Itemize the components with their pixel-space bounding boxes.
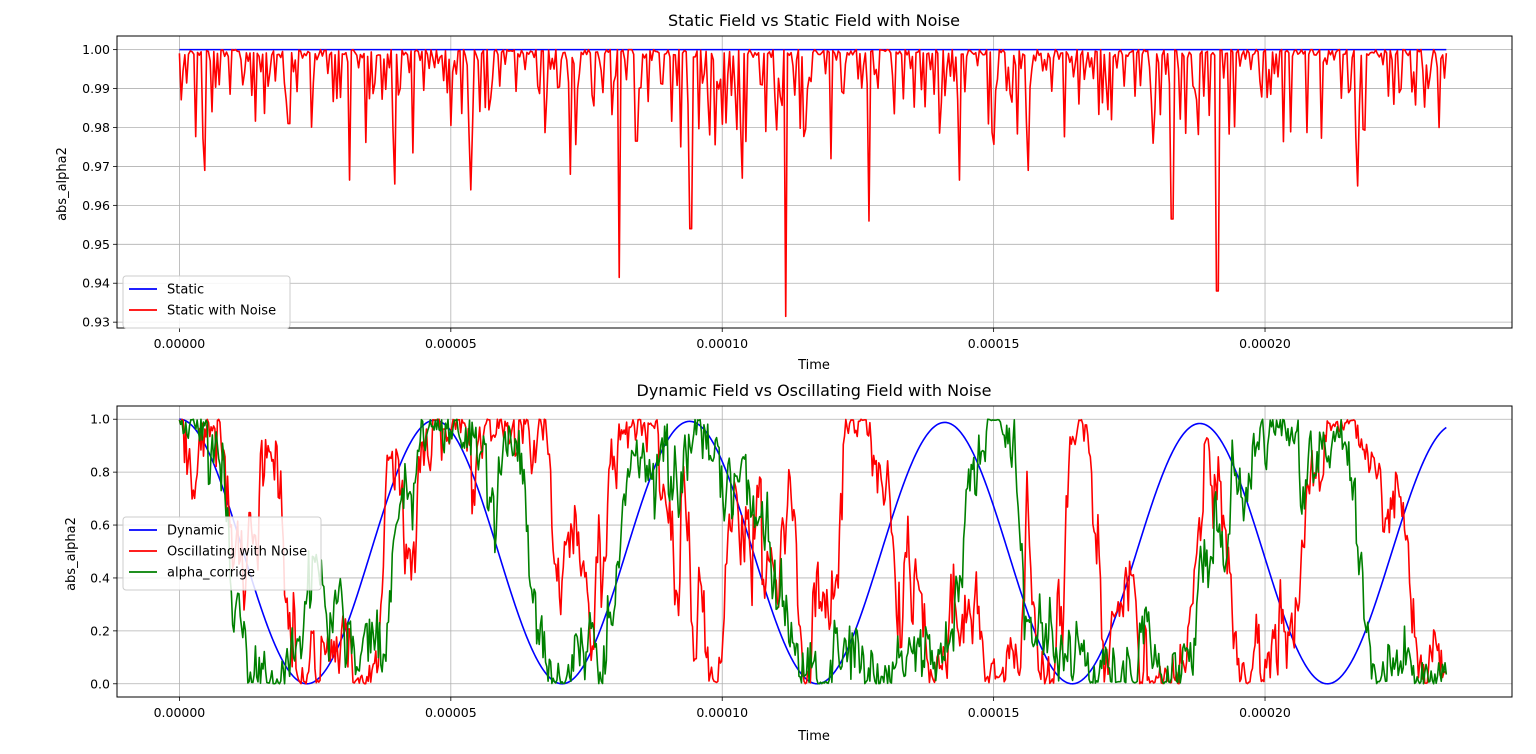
x-tick-label: 0.00020 (1239, 336, 1291, 351)
y-tick-label: 0.95 (82, 237, 110, 252)
x-tick-label: 0.00000 (154, 705, 206, 720)
chart-static-field: Static Field vs Static Field with Noise … (55, 11, 1513, 373)
tick-labels: 0.00000 0.00005 0.00010 0.00015 0.00020 0.0 0.… (90, 412, 1291, 720)
y-tick-label: 1.0 (90, 412, 110, 427)
x-tick-label: 0.00005 (425, 705, 477, 720)
legend-label: Oscillating with Noise (167, 545, 307, 560)
x-tick-label: 0.00020 (1239, 705, 1291, 720)
chart-title: Dynamic Field vs Oscillating Field with … (637, 381, 992, 400)
y-tick-label: 0.93 (82, 315, 110, 330)
y-tick-label: 0.96 (82, 198, 110, 213)
y-axis-label: abs_alpha2 (55, 147, 70, 221)
plot-frame (116, 405, 1513, 698)
series-dynamic-line (179, 418, 1447, 685)
tick-labels: 0.00000 0.00005 0.00010 0.00015 0.00020 0.93 0… (82, 42, 1291, 351)
x-tick-label: 0.00010 (696, 336, 748, 351)
y-axis-label: abs_alpha2 (64, 517, 79, 591)
x-tick-label: 0.00005 (425, 336, 477, 351)
chart-dynamic-field: Dynamic Field vs Oscillating Field with … (64, 381, 1513, 744)
y-tick-label: 0.8 (90, 465, 110, 480)
legend-label: Dynamic (167, 524, 224, 539)
legend-box (122, 516, 322, 591)
y-tick-label: 0.94 (82, 276, 110, 291)
x-tick-label: 0.00010 (696, 705, 748, 720)
legend-label: Static with Noise (167, 304, 276, 319)
y-tick-label: 0.98 (82, 120, 110, 135)
series-alpha-corrige-line (178, 418, 1448, 685)
y-tick-label: 0.4 (90, 570, 110, 585)
legend: Static Static with Noise (122, 275, 291, 329)
legend-label: Static (167, 283, 204, 298)
grid (117, 36, 1512, 328)
series-group (178, 48, 1448, 318)
y-tick-label: 0.99 (82, 81, 110, 96)
series-group (178, 418, 1448, 685)
plot-frame (116, 35, 1513, 329)
series-oscillating-noise-line (178, 418, 1447, 685)
chart-title: Static Field vs Static Field with Noise (668, 11, 960, 30)
y-tick-label: 0.97 (82, 159, 110, 174)
x-axis-label: Time (797, 358, 830, 373)
legend-box (122, 275, 291, 329)
x-axis-label: Time (797, 729, 830, 744)
series-static-noise-line (178, 48, 1448, 318)
x-tick-label: 0.00015 (968, 705, 1020, 720)
x-tick-label: 0.00015 (968, 336, 1020, 351)
y-tick-label: 0.0 (90, 676, 110, 691)
y-tick-label: 0.6 (90, 518, 110, 533)
y-tick-label: 1.00 (82, 42, 110, 57)
y-tick-label: 0.2 (90, 623, 110, 638)
x-tick-label: 0.00000 (154, 336, 206, 351)
legend: Dynamic Oscillating with Noise alpha_corri… (122, 516, 322, 591)
legend-label: alpha_corrige (167, 566, 255, 581)
